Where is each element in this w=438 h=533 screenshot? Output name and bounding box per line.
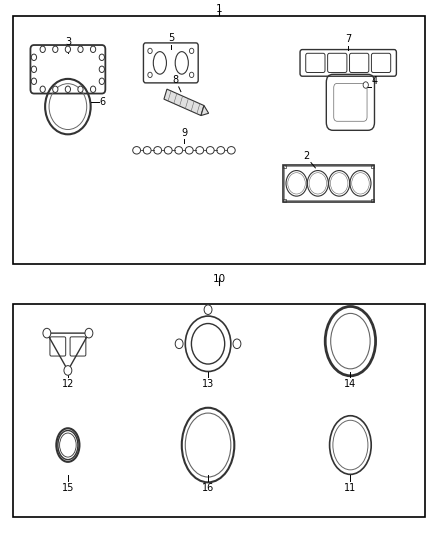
Text: 12: 12 [62, 379, 74, 390]
Circle shape [40, 46, 46, 53]
Text: 1: 1 [215, 4, 223, 14]
Bar [371, 165, 374, 168]
Text: 3: 3 [65, 37, 71, 47]
Circle shape [53, 46, 58, 53]
Circle shape [65, 46, 71, 53]
Bar [283, 165, 286, 168]
Text: 15: 15 [62, 483, 74, 494]
Text: 8: 8 [172, 75, 178, 85]
Circle shape [32, 66, 36, 72]
Bar [284, 166, 373, 200]
Polygon shape [201, 106, 208, 116]
Text: 14: 14 [344, 379, 357, 390]
Circle shape [233, 339, 241, 349]
Text: 11: 11 [344, 483, 357, 494]
Polygon shape [164, 89, 204, 116]
Circle shape [99, 78, 104, 84]
Bar [371, 199, 374, 202]
Circle shape [40, 86, 46, 92]
Bar [283, 165, 374, 202]
Circle shape [363, 82, 368, 88]
Text: 10: 10 [212, 274, 226, 284]
Circle shape [32, 54, 36, 60]
Text: 2: 2 [304, 151, 310, 161]
Circle shape [148, 72, 152, 77]
Circle shape [78, 46, 83, 53]
Bar [13, 304, 425, 517]
Text: 7: 7 [345, 34, 351, 44]
Circle shape [32, 78, 36, 84]
Circle shape [65, 86, 71, 92]
Circle shape [43, 328, 51, 338]
Text: 16: 16 [202, 483, 214, 494]
Circle shape [90, 46, 95, 53]
Circle shape [148, 48, 152, 54]
Circle shape [85, 328, 93, 338]
Bar [283, 199, 286, 202]
Text: 5: 5 [168, 33, 174, 43]
Circle shape [90, 86, 95, 92]
Text: 9: 9 [181, 127, 187, 138]
Circle shape [189, 48, 194, 54]
Circle shape [204, 305, 212, 314]
Circle shape [99, 66, 104, 72]
Circle shape [175, 339, 183, 349]
Text: 4: 4 [371, 76, 378, 86]
Circle shape [53, 86, 58, 92]
Text: 6: 6 [100, 98, 106, 107]
Circle shape [78, 86, 83, 92]
Circle shape [64, 366, 72, 375]
Circle shape [99, 54, 104, 60]
Text: 13: 13 [202, 379, 214, 390]
Bar [13, 16, 425, 264]
Circle shape [189, 72, 194, 77]
